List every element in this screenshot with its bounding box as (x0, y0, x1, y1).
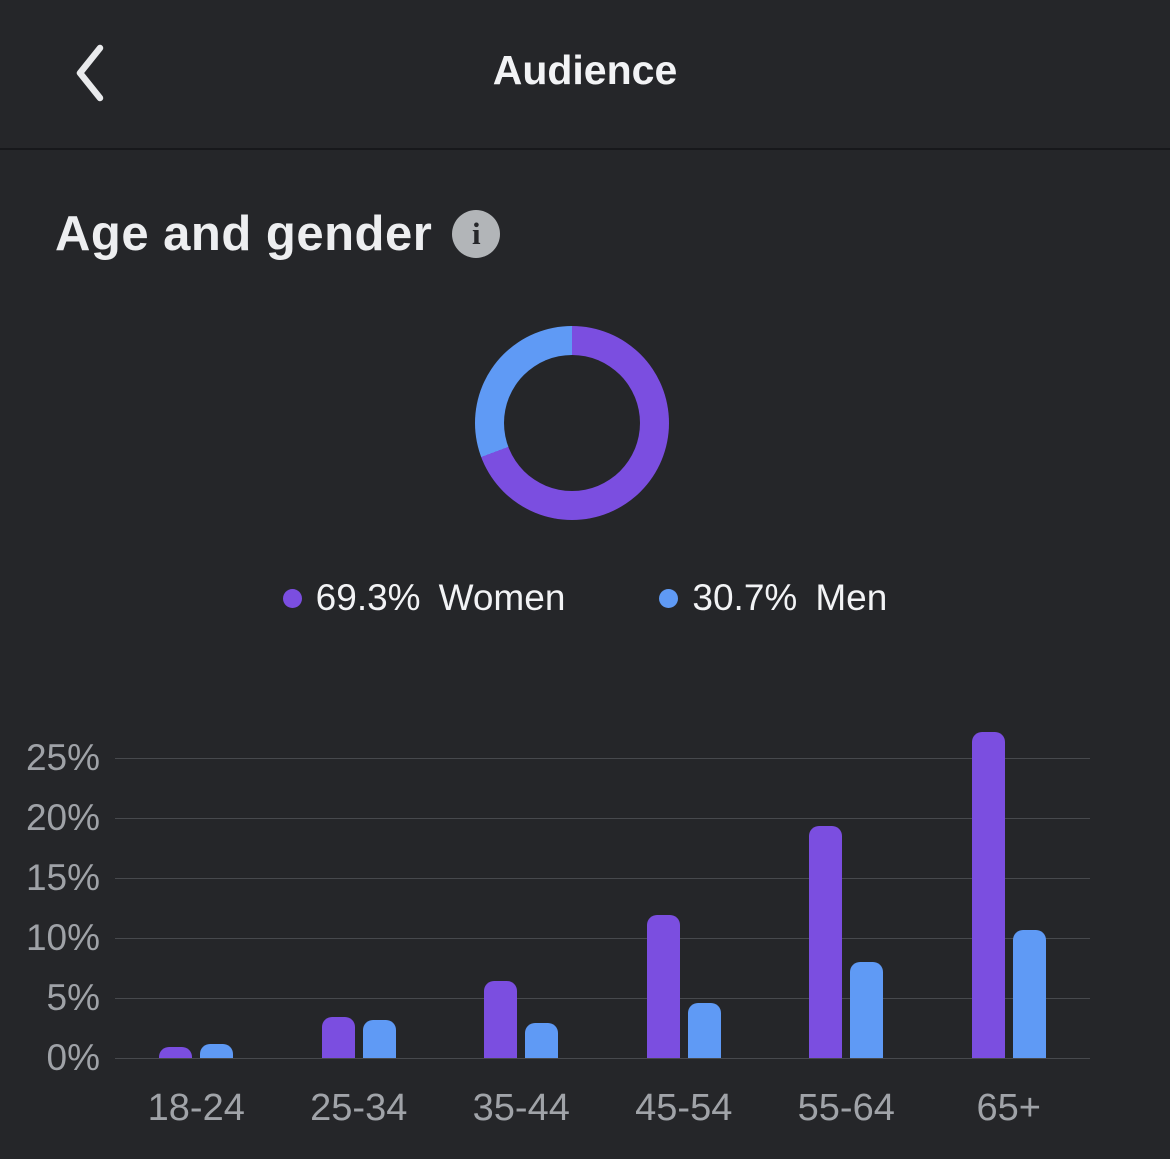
bar-women-18-24 (159, 1047, 193, 1058)
x-axis-label-45-54: 45-54 (635, 1087, 733, 1129)
section-title: Age and gender (55, 207, 433, 261)
section-heading: Age and gender i (55, 198, 501, 270)
y-axis-tick-label: 15% (25, 857, 100, 898)
bar-women-25-34 (321, 1017, 355, 1058)
x-axis-label-25-34: 25-34 (310, 1087, 408, 1129)
x-axis-label-18-24: 18-24 (147, 1087, 245, 1129)
y-axis-tick-label: 25% (25, 737, 100, 778)
men-label: Men (815, 577, 888, 618)
info-icon[interactable]: i (452, 210, 501, 258)
bar-men-45-54 (687, 1002, 721, 1058)
chevron-left-icon (76, 44, 104, 102)
men-percentage: 30.7% (692, 577, 798, 618)
back-button[interactable] (52, 32, 128, 114)
x-axis-label-65+: 65+ (976, 1087, 1041, 1129)
donut-legend: 69.3% Women 30.7% Men (0, 572, 1170, 624)
gender-donut-chart (475, 326, 669, 520)
donut-ring (475, 326, 669, 520)
y-axis-tick-label: 20% (25, 797, 100, 838)
legend-item-women: 69.3% Women (282, 577, 566, 619)
age-gender-bar-chart: 0% 5% 10% 15% 20% 25% 18-24 25-34 35-44 45-54 55-6… (0, 700, 1170, 1159)
women-percentage: 69.3% (315, 577, 421, 618)
x-axis-label-35-44: 35-44 (472, 1087, 570, 1129)
gridline-10% (115, 938, 1090, 939)
gridline-25% (115, 758, 1090, 759)
bar-women-55-64 (809, 826, 843, 1058)
bar-women-45-54 (646, 915, 680, 1058)
y-axis-tick-label: 10% (25, 917, 100, 958)
header: Audience (0, 0, 1170, 150)
page-title: Audience (492, 47, 678, 93)
bar-men-65+ (1012, 929, 1046, 1058)
gridline-20% (115, 818, 1090, 819)
bar-men-55-64 (850, 962, 884, 1058)
bar-women-35-44 (484, 981, 518, 1058)
bar-men-35-44 (525, 1023, 559, 1058)
women-dot-icon (282, 588, 302, 608)
x-axis-label-55-64: 55-64 (797, 1087, 895, 1129)
bar-men-25-34 (362, 1019, 396, 1058)
women-label: Women (438, 577, 566, 618)
men-dot-icon (659, 588, 679, 608)
gridline-15% (115, 878, 1090, 879)
gridline-5% (115, 998, 1090, 999)
donut-hole (504, 355, 640, 491)
bar-women-65+ (971, 731, 1005, 1058)
gridline-0% (115, 1058, 1090, 1059)
y-axis-tick-label: 0% (46, 1037, 100, 1078)
legend-item-men: 30.7% Men (659, 577, 887, 619)
bar-men-18-24 (200, 1043, 234, 1058)
y-axis-tick-label: 5% (46, 977, 100, 1018)
